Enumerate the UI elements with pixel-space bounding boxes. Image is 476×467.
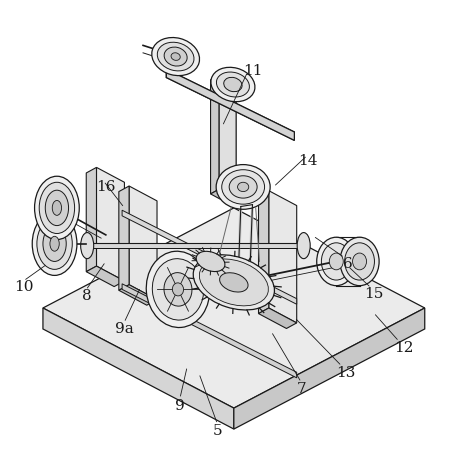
Text: 8: 8 <box>82 290 92 304</box>
Text: 12: 12 <box>393 340 413 354</box>
Polygon shape <box>119 285 157 305</box>
Ellipse shape <box>199 259 268 306</box>
Ellipse shape <box>219 273 248 292</box>
Ellipse shape <box>172 283 183 296</box>
Ellipse shape <box>297 233 309 259</box>
Ellipse shape <box>228 176 257 198</box>
Polygon shape <box>218 75 236 198</box>
Ellipse shape <box>164 273 191 306</box>
Text: 15: 15 <box>363 287 382 301</box>
Ellipse shape <box>171 53 180 60</box>
Ellipse shape <box>344 243 374 280</box>
Ellipse shape <box>221 170 264 204</box>
Text: 14: 14 <box>298 154 317 168</box>
Polygon shape <box>122 210 296 304</box>
Ellipse shape <box>193 255 274 310</box>
Polygon shape <box>258 191 268 313</box>
Text: 6: 6 <box>342 257 352 271</box>
Polygon shape <box>210 75 218 194</box>
Ellipse shape <box>196 251 225 272</box>
Polygon shape <box>86 167 96 272</box>
Polygon shape <box>166 69 294 141</box>
Polygon shape <box>119 186 129 290</box>
Polygon shape <box>43 208 424 408</box>
Text: 9a: 9a <box>115 322 134 336</box>
Ellipse shape <box>316 237 355 286</box>
Ellipse shape <box>321 243 350 280</box>
Ellipse shape <box>39 182 74 234</box>
Polygon shape <box>268 191 296 323</box>
Ellipse shape <box>339 237 378 286</box>
Ellipse shape <box>151 37 199 76</box>
Polygon shape <box>43 308 233 429</box>
Text: 7: 7 <box>296 382 306 396</box>
Ellipse shape <box>328 253 343 270</box>
Ellipse shape <box>216 72 249 97</box>
Polygon shape <box>233 308 424 429</box>
Polygon shape <box>87 243 303 248</box>
Ellipse shape <box>152 259 203 320</box>
Text: 13: 13 <box>335 366 355 380</box>
Ellipse shape <box>237 182 248 191</box>
Ellipse shape <box>164 47 187 66</box>
Polygon shape <box>166 69 294 141</box>
Ellipse shape <box>223 78 242 92</box>
Polygon shape <box>122 284 296 378</box>
Text: 11: 11 <box>242 64 262 78</box>
Ellipse shape <box>210 67 254 102</box>
Polygon shape <box>86 266 124 287</box>
Polygon shape <box>129 186 157 300</box>
Ellipse shape <box>43 226 66 262</box>
Polygon shape <box>258 308 296 328</box>
Ellipse shape <box>45 190 69 226</box>
Text: 16: 16 <box>96 180 115 194</box>
Polygon shape <box>96 167 124 281</box>
Text: 5: 5 <box>212 425 222 439</box>
Ellipse shape <box>216 164 269 209</box>
Ellipse shape <box>37 218 72 269</box>
Ellipse shape <box>52 200 61 215</box>
Ellipse shape <box>34 176 79 240</box>
Text: 10: 10 <box>15 280 34 294</box>
Ellipse shape <box>80 233 93 259</box>
Ellipse shape <box>32 212 77 276</box>
Ellipse shape <box>50 236 59 251</box>
Ellipse shape <box>157 42 194 71</box>
Ellipse shape <box>146 251 209 327</box>
Text: 9: 9 <box>175 399 185 413</box>
Polygon shape <box>210 189 236 203</box>
Ellipse shape <box>352 253 366 270</box>
